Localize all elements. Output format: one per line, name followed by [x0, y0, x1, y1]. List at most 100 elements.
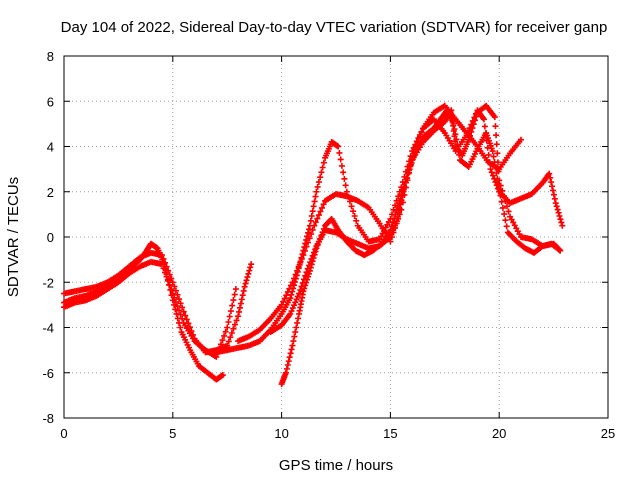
data-point	[235, 313, 242, 320]
data-point	[177, 300, 184, 307]
data-point	[495, 180, 502, 187]
data-point	[517, 136, 524, 143]
series-trace-g	[278, 107, 564, 388]
data-point	[231, 321, 238, 328]
data-point	[320, 201, 327, 208]
y-tick-label: 0	[47, 230, 54, 245]
data-point	[168, 286, 175, 293]
data-point	[312, 219, 319, 226]
data-point	[307, 264, 314, 271]
data-point	[285, 358, 292, 365]
data-point	[284, 288, 291, 295]
data-point	[160, 255, 167, 262]
data-point	[166, 282, 173, 289]
data-point	[186, 324, 193, 331]
data-point	[303, 243, 310, 250]
data-point	[308, 261, 315, 268]
data-point	[469, 125, 476, 132]
data-point	[407, 163, 414, 170]
data-point	[172, 287, 179, 294]
data-point	[342, 182, 349, 189]
data-point	[481, 123, 488, 130]
data-point	[454, 141, 461, 148]
data-point	[289, 342, 296, 349]
data-point	[557, 216, 564, 223]
data-point	[401, 183, 408, 190]
data-point	[546, 170, 553, 177]
data-point	[284, 361, 291, 368]
data-point	[499, 204, 506, 211]
data-point	[172, 306, 179, 313]
data-point	[224, 324, 231, 331]
data-point	[165, 267, 172, 274]
data-point	[309, 208, 316, 215]
data-point	[496, 186, 503, 193]
data-point	[166, 271, 173, 278]
data-point	[313, 188, 320, 195]
y-tick-label: 8	[47, 49, 54, 64]
data-point	[309, 226, 316, 233]
data-point	[292, 299, 299, 306]
data-point	[320, 225, 327, 232]
data-point	[411, 152, 418, 159]
data-point	[320, 159, 327, 166]
data-point	[397, 195, 404, 202]
data-point	[492, 123, 499, 130]
data-point	[292, 329, 299, 336]
data-point	[237, 300, 244, 307]
data-point	[292, 271, 299, 278]
data-series	[61, 102, 566, 388]
data-point	[505, 208, 512, 215]
chart-title: Day 104 of 2022, Sidereal Day-to-day VTE…	[61, 19, 608, 36]
data-point	[169, 279, 176, 286]
data-point	[236, 308, 243, 315]
data-point	[294, 319, 301, 326]
data-point	[296, 290, 303, 297]
y-tick-label: -8	[42, 411, 54, 426]
data-point	[230, 325, 237, 332]
data-point	[229, 302, 236, 309]
data-point	[547, 174, 554, 181]
data-point	[190, 331, 197, 338]
data-point	[466, 132, 473, 139]
data-point	[350, 208, 357, 215]
data-point	[487, 166, 494, 173]
data-point	[243, 277, 250, 284]
data-point	[387, 227, 394, 234]
data-point	[485, 151, 492, 158]
data-point	[552, 200, 559, 207]
x-tick-label: 20	[492, 426, 506, 441]
data-point	[297, 287, 304, 294]
data-point	[499, 187, 506, 194]
data-point	[315, 212, 322, 219]
data-point	[174, 291, 181, 298]
data-point	[409, 156, 416, 163]
data-point	[290, 338, 297, 345]
x-axis-label: GPS time / hours	[279, 457, 393, 474]
data-point	[453, 136, 460, 143]
series-trace-a	[61, 240, 226, 383]
data-point	[176, 296, 183, 303]
data-point	[311, 222, 318, 229]
data-point	[182, 312, 189, 319]
data-point	[391, 215, 398, 222]
data-point	[183, 316, 190, 323]
data-point	[497, 192, 504, 199]
data-point	[177, 311, 184, 318]
x-tick-label: 5	[169, 426, 176, 441]
data-point	[338, 162, 345, 169]
data-point	[314, 215, 321, 222]
data-point	[554, 206, 561, 213]
data-point	[246, 267, 253, 274]
data-point	[470, 121, 477, 128]
data-point	[392, 211, 399, 218]
data-point	[312, 193, 319, 200]
data-point	[281, 295, 288, 302]
data-point	[348, 203, 355, 210]
data-point	[298, 255, 305, 262]
data-point	[465, 136, 472, 143]
data-point	[317, 235, 324, 242]
data-point	[171, 283, 178, 290]
data-point	[493, 170, 500, 177]
data-point	[278, 301, 285, 308]
